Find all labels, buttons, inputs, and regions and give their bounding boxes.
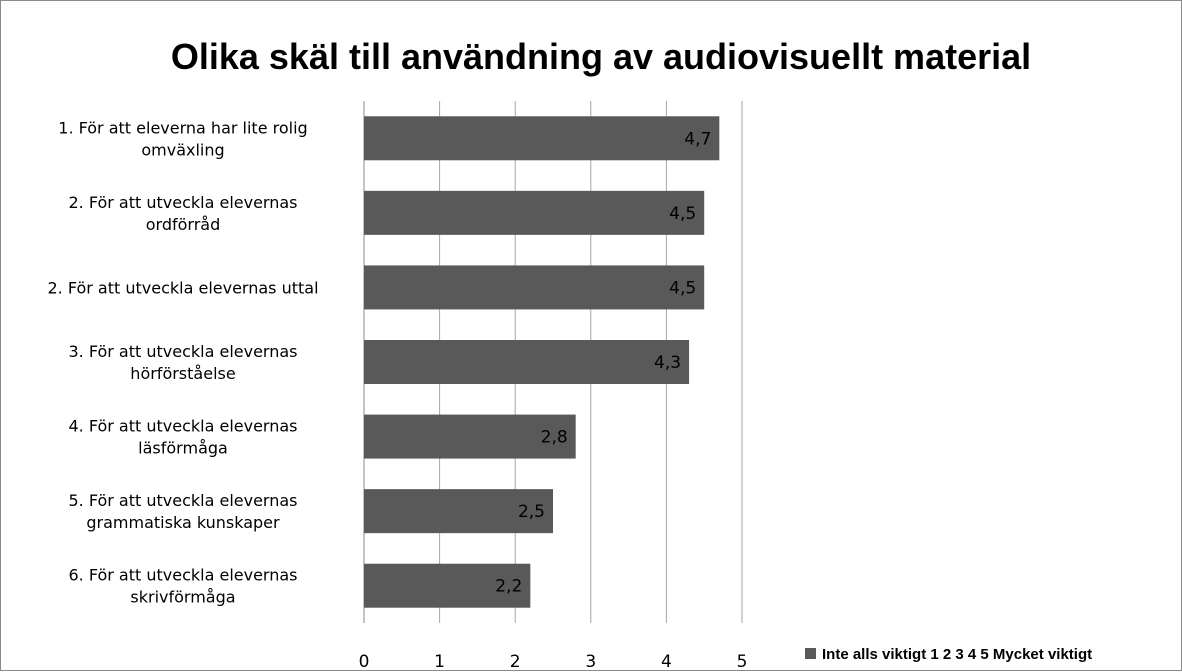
category-label: 4. För att utveckla elevernas <box>68 417 297 436</box>
legend: Inte alls viktigt 1 2 3 4 5 Mycket vikti… <box>805 646 1092 663</box>
bar <box>364 265 705 310</box>
category-label: skrivförmåga <box>130 588 235 607</box>
category-label: omväxling <box>141 140 224 159</box>
bar <box>364 563 531 608</box>
legend-label: Inte alls viktigt 1 2 3 4 5 Mycket vikti… <box>822 646 1092 663</box>
x-tick-label: 4 <box>661 652 672 672</box>
category-label: 6. För att utveckla elevernas <box>68 566 297 585</box>
x-tick-labels: 0 1 2 3 4 5 <box>359 652 748 672</box>
data-label: 2,5 <box>518 502 545 522</box>
bar <box>364 489 553 534</box>
x-tick-label: 2 <box>510 652 521 672</box>
category-label: 2. För att utveckla elevernas uttal <box>47 278 318 297</box>
chart-title: Olika skäl till användning av audiovisue… <box>171 36 1031 77</box>
data-label: 4,5 <box>669 278 696 298</box>
bar <box>364 116 720 161</box>
category-label: 3. För att utveckla elevernas <box>68 342 297 361</box>
x-tick-label: 0 <box>359 652 370 672</box>
category-label: 2. För att utveckla elevernas <box>68 193 297 212</box>
category-label: hörförståelse <box>130 364 235 383</box>
data-label: 2,2 <box>495 577 522 597</box>
data-label: 4,5 <box>669 204 696 224</box>
bars: 4,7 4,5 4,5 4,3 2,8 2,5 2,2 <box>364 116 720 608</box>
x-tick-label: 1 <box>434 652 445 672</box>
bar <box>364 190 705 235</box>
legend-swatch <box>805 648 816 659</box>
category-label: grammatiska kunskaper <box>86 513 280 532</box>
data-label: 4,3 <box>654 353 681 373</box>
bar <box>364 340 690 384</box>
x-tick-label: 3 <box>585 652 596 672</box>
category-label: 1. För att eleverna har lite rolig <box>58 118 307 137</box>
bar <box>364 414 576 459</box>
data-label: 2,8 <box>541 428 568 448</box>
category-label: ordförråd <box>146 215 221 234</box>
data-label: 4,7 <box>684 129 711 149</box>
category-label: 5. För att utveckla elevernas <box>68 491 297 510</box>
category-labels: 1. För att eleverna har lite rolig omväxl… <box>47 118 318 606</box>
category-label: läsförmåga <box>138 439 228 458</box>
x-tick-label: 5 <box>737 652 748 672</box>
